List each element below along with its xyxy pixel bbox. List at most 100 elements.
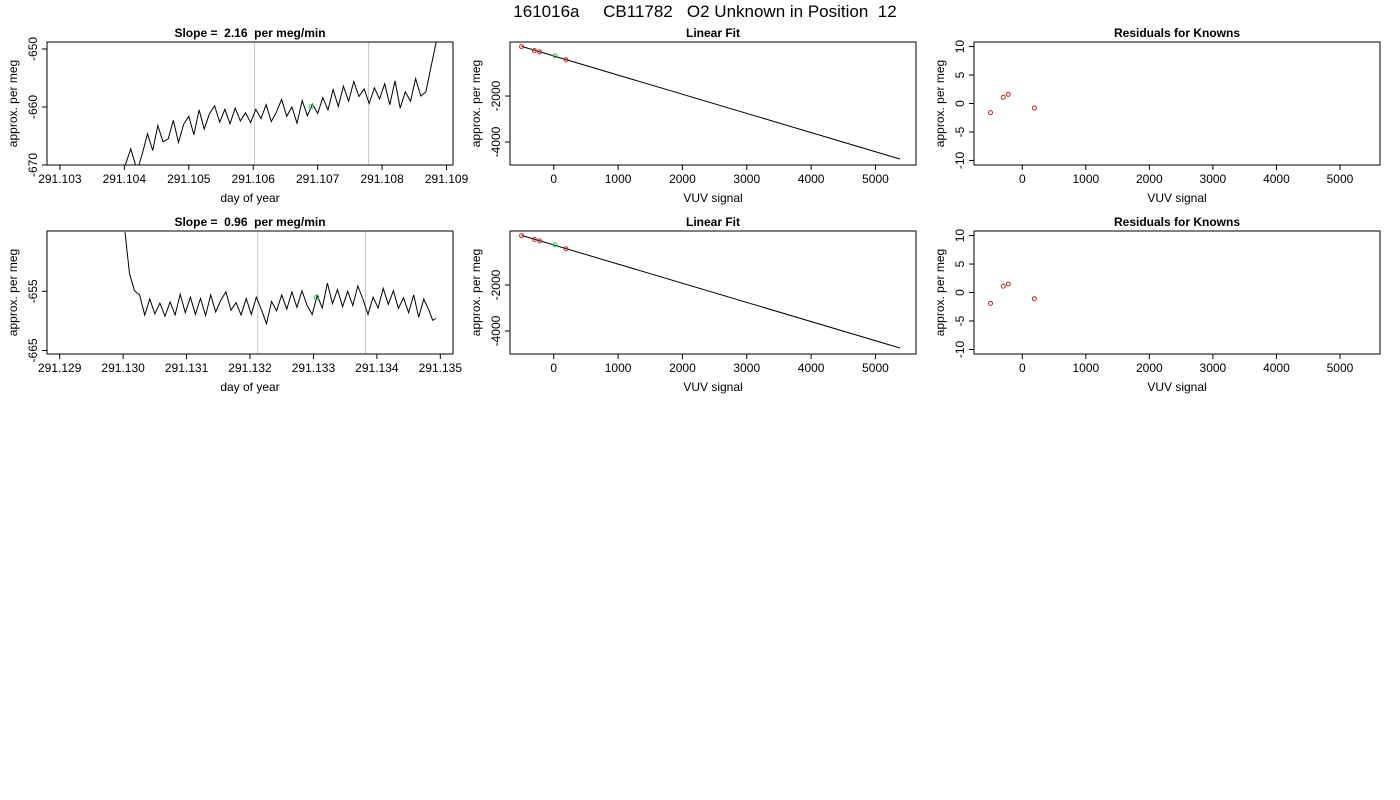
x-tick-label: 5000 [862, 361, 889, 375]
fit-line [521, 45, 901, 160]
x-tick-label: 2000 [1136, 172, 1163, 186]
ts-bottom-panel: Slope = 0.96 per meg/min 291.129 291.130 29… [6, 215, 462, 394]
x-tick-label: 291.131 [165, 361, 209, 375]
res-bottom-panel: Residuals for Knowns 0 1000 2000 3000 4000 500… [933, 215, 1381, 394]
y-tick-label: 10 [953, 229, 967, 243]
y-axis-label: approx. per meg [6, 60, 20, 147]
known-point [531, 48, 537, 54]
plot-frame [973, 230, 1381, 355]
x-tick-label: 1000 [1072, 361, 1099, 375]
x-tick-label: 4000 [1263, 361, 1290, 375]
x-tick-label: 3000 [1200, 361, 1227, 375]
x-tick-label: 3000 [733, 172, 760, 186]
x-tick-label: 3000 [733, 361, 760, 375]
res-top-panel: Residuals for Knowns 0 1000 2000 3000 4000 500… [933, 26, 1381, 205]
y-tick-label: 5 [953, 260, 967, 267]
panel-title: Linear Fit [686, 26, 740, 40]
plot-frame [46, 230, 454, 355]
known-point [563, 57, 569, 63]
x-tick-label: 2000 [669, 172, 696, 186]
known-point [1000, 94, 1006, 100]
x-tick-label: 0 [1019, 361, 1026, 375]
page-title: 161016a CB11782 O2 Unknown in Position 1… [513, 2, 897, 21]
known-point [519, 233, 525, 239]
x-tick-label: 1000 [605, 361, 632, 375]
y-tick-label: 10 [953, 40, 967, 54]
panel-title: Residuals for Knowns [1114, 215, 1240, 229]
known-point [1031, 296, 1037, 302]
x-tick-label: 291.135 [419, 361, 463, 375]
known-point [1005, 281, 1011, 287]
y-tick-label: -670 [26, 153, 40, 177]
known-point [1031, 105, 1037, 111]
x-tick-label: 5000 [1327, 361, 1354, 375]
x-axis-label: day of year [220, 380, 279, 394]
y-tick-label: -650 [26, 37, 40, 61]
x-tick-label: 1000 [605, 172, 632, 186]
panel-title: Slope = 0.96 per meg/min [174, 215, 325, 229]
y-tick-label: 0 [953, 100, 967, 107]
plot-frame [46, 41, 454, 166]
y-tick-label: -5 [953, 315, 967, 326]
y-axis-label: approx. per meg [933, 60, 947, 147]
plot-area [124, 42, 437, 165]
x-tick-label: 291.106 [232, 172, 276, 186]
unknown-marker [308, 103, 314, 110]
fit-line [521, 234, 901, 349]
x-tick-label: 4000 [1263, 172, 1290, 186]
x-tick-label: 291.133 [292, 361, 336, 375]
known-point [519, 44, 525, 50]
unknown-point [552, 242, 558, 248]
x-tick-label: 2000 [1136, 361, 1163, 375]
x-tick-label: 291.134 [355, 361, 399, 375]
series-line [124, 232, 437, 326]
x-tick-label: 0 [1019, 172, 1026, 186]
y-tick-label: 0 [953, 289, 967, 296]
x-tick-label: 0 [550, 361, 557, 375]
plot-frame [973, 41, 1381, 166]
panel-title: Linear Fit [686, 215, 740, 229]
x-tick-label: 5000 [1327, 172, 1354, 186]
y-axis-label: approx. per meg [6, 249, 20, 336]
unknown-marker [313, 294, 320, 300]
x-tick-label: 291.108 [360, 172, 404, 186]
x-tick-label: 0 [550, 172, 557, 186]
plot-area [124, 231, 437, 354]
plot-frame [509, 230, 917, 355]
panel-title: Residuals for Knowns [1114, 26, 1240, 40]
known-point [563, 246, 569, 252]
y-tick-label: -2000 [489, 80, 503, 111]
known-point [537, 238, 543, 244]
series-line [124, 42, 437, 165]
x-tick-label: 4000 [798, 172, 825, 186]
panel-title: Slope = 2.16 per meg/min [174, 26, 325, 40]
x-tick-label: 291.130 [101, 361, 145, 375]
y-tick-label: 5 [953, 71, 967, 78]
plot-area [519, 233, 901, 349]
x-axis-label: VUV signal [1147, 380, 1206, 394]
y-tick-label: -10 [953, 151, 967, 169]
known-point [1000, 283, 1006, 289]
known-point [537, 49, 543, 55]
x-tick-label: 1000 [1072, 172, 1099, 186]
y-axis-label: approx. per meg [933, 249, 947, 336]
known-point [531, 237, 537, 243]
plot-area [988, 281, 1037, 306]
ts-top-panel: Slope = 2.16 per meg/min 291.103 291.104 29… [6, 26, 469, 205]
x-axis-label: VUV signal [683, 191, 742, 205]
y-tick-label: -655 [26, 279, 40, 303]
x-tick-label: 5000 [862, 172, 889, 186]
x-tick-label: 291.105 [167, 172, 211, 186]
x-tick-label: 291.104 [103, 172, 147, 186]
x-tick-label: 291.132 [228, 361, 272, 375]
y-tick-label: -5 [953, 126, 967, 137]
unknown-point [552, 53, 558, 59]
known-point [1005, 91, 1011, 97]
x-axis-label: VUV signal [683, 380, 742, 394]
plot-area [988, 91, 1037, 116]
x-tick-label: 291.103 [38, 172, 82, 186]
plot-area [519, 44, 901, 160]
y-axis-label: approx. per meg [469, 249, 483, 336]
x-tick-label: 291.109 [425, 172, 469, 186]
y-tick-label: -2000 [489, 269, 503, 300]
